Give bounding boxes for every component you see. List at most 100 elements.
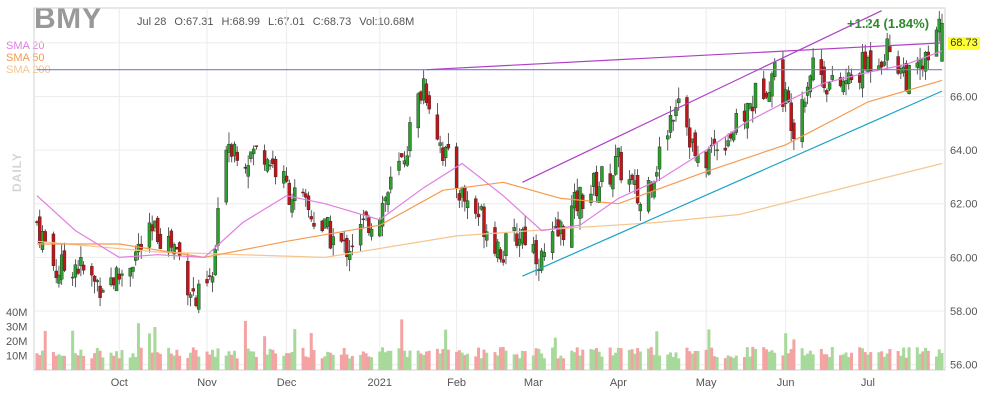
volume-bar xyxy=(899,355,903,370)
candle-body xyxy=(246,165,250,177)
candle-body xyxy=(90,266,94,276)
candle-body xyxy=(655,172,659,177)
volume-bar xyxy=(43,330,47,370)
candle-body xyxy=(923,52,928,72)
candle-body xyxy=(416,93,420,129)
volume-bar xyxy=(830,347,834,370)
volume-bar xyxy=(150,352,154,370)
volume-bar xyxy=(381,347,385,370)
candle-body xyxy=(822,66,826,89)
volume-bar xyxy=(496,355,500,370)
volume-bar xyxy=(542,358,546,370)
volume-bar xyxy=(361,351,365,370)
volume-bar xyxy=(194,350,198,370)
candle-body xyxy=(424,83,429,103)
candle-body xyxy=(79,257,83,267)
volume-bar xyxy=(112,355,116,370)
volume-bar xyxy=(745,347,749,370)
volume-bar xyxy=(389,350,393,370)
volume-bar xyxy=(803,355,807,370)
candle-body xyxy=(792,122,796,139)
candle-body xyxy=(358,224,363,246)
volume-bar xyxy=(594,348,598,370)
volume-bar xyxy=(326,351,330,370)
volume-bar xyxy=(784,333,788,370)
candle-body xyxy=(745,103,749,129)
volume-bar xyxy=(806,353,810,370)
candle-body xyxy=(627,179,632,185)
volume-bar xyxy=(60,355,64,370)
candle-body xyxy=(262,150,267,165)
volume-bar xyxy=(485,352,489,370)
volume-bar xyxy=(575,347,579,370)
candle-body xyxy=(443,146,448,158)
volume-bar xyxy=(307,357,310,370)
volume-bar xyxy=(921,351,925,370)
close-value: C:68.73 xyxy=(312,16,352,28)
volume-tick-label: 30M xyxy=(6,322,27,334)
candle-body xyxy=(364,211,368,216)
volume-bar xyxy=(866,354,870,370)
candle-body xyxy=(685,97,689,128)
candle-body xyxy=(76,268,80,274)
volume-bar xyxy=(271,349,275,370)
volume-bar xyxy=(422,355,426,370)
candle-body xyxy=(446,144,451,149)
volume-bar xyxy=(367,356,371,370)
volume-bar xyxy=(611,355,615,370)
volume-bar xyxy=(523,351,527,370)
volume-bar xyxy=(671,356,675,370)
candle-body xyxy=(235,151,239,161)
candle-body xyxy=(350,245,355,248)
y-tick-label: 60.00 xyxy=(950,252,978,264)
volume-bar xyxy=(38,355,42,370)
volume-bar xyxy=(134,357,138,370)
volume-bar xyxy=(882,356,886,370)
candle-body xyxy=(284,175,289,182)
candle-body xyxy=(361,218,366,221)
volume-bar xyxy=(619,348,623,370)
volume-bar xyxy=(235,358,239,370)
volume-tick-label: 10M xyxy=(6,351,27,363)
volume-bar xyxy=(252,351,256,370)
volume-bar xyxy=(693,350,697,370)
candle-body xyxy=(715,149,719,152)
volume-bar xyxy=(427,350,431,370)
volume-bar xyxy=(553,337,557,370)
volume-bar xyxy=(880,351,884,370)
volume-bar xyxy=(147,333,151,370)
candle-body xyxy=(581,194,585,210)
x-tick-label: Nov xyxy=(197,377,217,389)
volume-bar xyxy=(729,356,733,370)
volume-bar xyxy=(169,353,173,370)
candle-body xyxy=(290,199,294,213)
volume-bar xyxy=(781,355,785,370)
candle-body xyxy=(150,224,154,232)
volume-bar xyxy=(312,350,316,370)
volume-bar xyxy=(265,354,269,370)
volume-bar xyxy=(839,355,843,370)
volume-bar xyxy=(227,351,231,370)
volume-bar xyxy=(115,351,119,370)
volume-bar xyxy=(786,353,790,370)
volume-bar xyxy=(534,348,538,370)
candle-body xyxy=(748,103,752,109)
x-tick-label: Feb xyxy=(447,377,466,389)
candle-body xyxy=(95,280,100,283)
volume-bar xyxy=(323,356,327,370)
volume-bar xyxy=(537,348,541,370)
volume-bar xyxy=(51,352,55,370)
volume-bar xyxy=(328,352,332,370)
volume-bar xyxy=(408,350,412,370)
volume-bar xyxy=(457,350,461,370)
candle-body xyxy=(539,250,544,271)
candle-body xyxy=(611,175,615,190)
candle-body xyxy=(438,142,442,146)
candle-body xyxy=(726,140,730,147)
candle-body xyxy=(208,275,212,277)
volume-bar xyxy=(677,358,681,370)
volume-bar xyxy=(435,348,439,370)
volume-bar xyxy=(383,352,387,370)
candle-body xyxy=(907,65,911,94)
